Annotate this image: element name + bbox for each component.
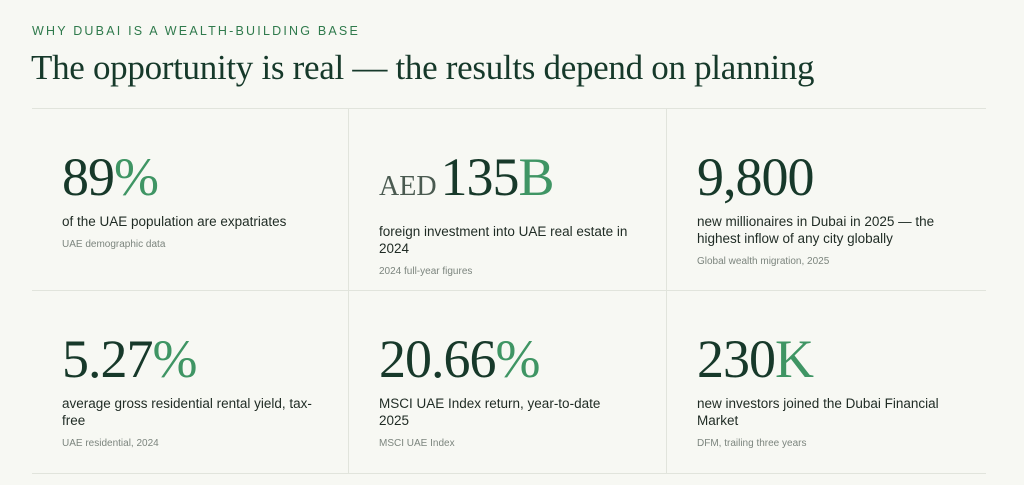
stat-card: 5.27% average gross residential rental yi… — [32, 291, 349, 473]
stat-card: 89% of the UAE population are expatriates… — [32, 109, 349, 291]
stat-description: foreign investment into UAE real estate … — [379, 224, 628, 256]
stats-grid: 89% of the UAE population are expatriates… — [32, 108, 986, 474]
stat-figure: 9,800 — [697, 147, 986, 207]
stat-card: AED135B foreign investment into UAE real … — [349, 109, 667, 291]
stat-suffix: % — [495, 329, 541, 389]
stat-suffix: B — [518, 147, 555, 207]
stat-source: UAE demographic data — [62, 239, 166, 250]
stat-card: 9,800 new millionaires in Dubai in 2025 —… — [667, 109, 986, 291]
stat-figure: 20.66% — [379, 329, 666, 389]
stat-source: Global wealth migration, 2025 — [697, 256, 830, 267]
stat-figure: 5.27% — [62, 329, 348, 389]
stat-source: UAE residential, 2024 — [62, 438, 159, 449]
stat-description: average gross residential rental yield, … — [62, 396, 312, 428]
stat-number: 9,800 — [697, 147, 814, 207]
stat-figure: 230K — [697, 329, 986, 389]
stat-description: new millionaires in Dubai in 2025 — the … — [697, 214, 935, 246]
stat-suffix: % — [114, 147, 159, 207]
stat-number: 5.27 — [62, 329, 153, 389]
stat-figure: AED135B — [379, 147, 666, 217]
stat-description: MSCI UAE Index return, year-to-date 2025 — [379, 396, 601, 428]
stat-number: 20.66 — [379, 329, 496, 389]
stat-description: new investors joined the Dubai Financial… — [697, 396, 939, 428]
stat-figure: 89% — [62, 147, 348, 207]
stat-number: 230 — [697, 329, 776, 389]
stat-suffix: % — [152, 329, 198, 389]
stat-card: 230K new investors joined the Dubai Finan… — [667, 291, 986, 473]
eyebrow: WHY DUBAI IS A WEALTH-BUILDING BASE — [32, 24, 360, 38]
stat-prefix: AED — [379, 171, 437, 202]
page-title: The opportunity is real — the results de… — [31, 48, 815, 87]
stat-source: DFM, trailing three years — [697, 438, 807, 449]
stat-card: 20.66% MSCI UAE Index return, year-to-dat… — [349, 291, 667, 473]
stat-source: 2024 full-year figures — [379, 266, 473, 277]
stat-description: of the UAE population are expatriates — [62, 214, 287, 229]
stat-source: MSCI UAE Index — [379, 438, 455, 449]
stat-number: 89 — [62, 147, 115, 207]
stat-suffix: K — [775, 329, 814, 389]
stat-number: 135 — [440, 147, 520, 207]
